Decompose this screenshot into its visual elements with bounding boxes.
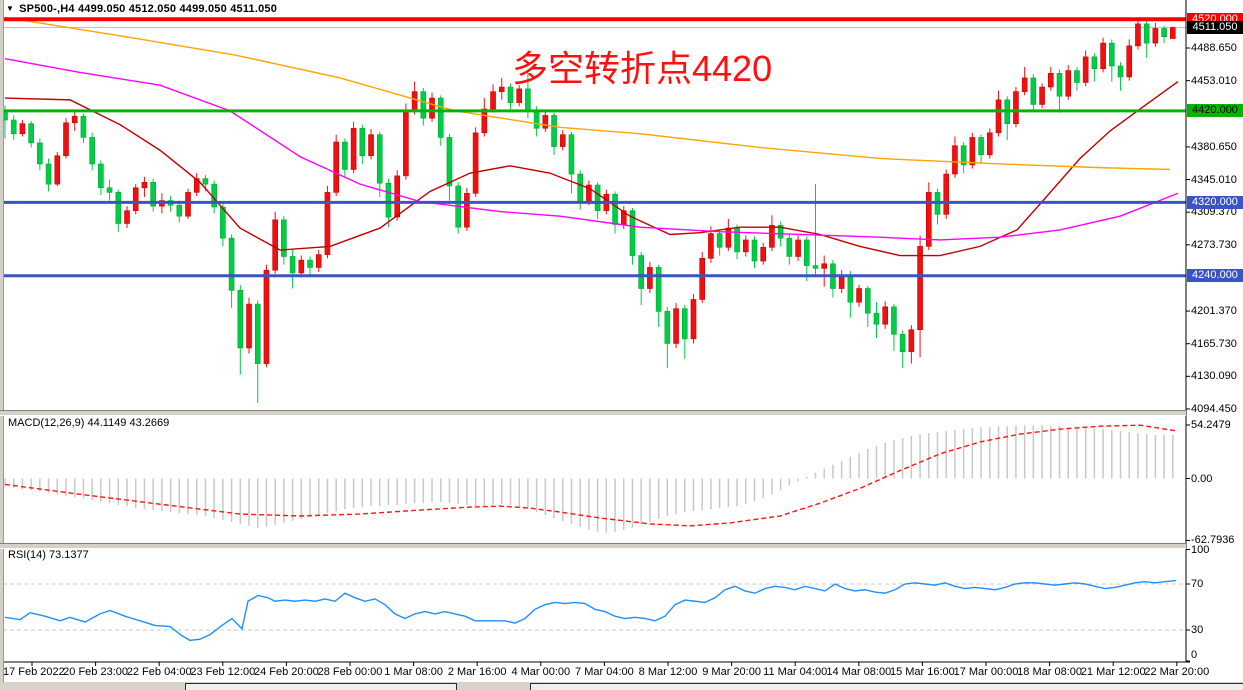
rsi-tick-label: 70 xyxy=(1191,578,1204,590)
ma-mid-magenta xyxy=(4,57,1179,241)
price-tick-label: 4273.730 xyxy=(1191,238,1237,251)
price-tick-label: 4201.370 xyxy=(1191,305,1237,318)
horizontal-levels xyxy=(0,17,1186,278)
time-tick-label: 14 Mar 08:00 xyxy=(826,666,892,678)
rsi-tick-label: 30 xyxy=(1191,624,1204,636)
panel-separator-macd[interactable] xyxy=(0,410,1186,416)
chart-title: SP500-,H4 4499.050 4512.050 4499.050 451… xyxy=(19,3,278,15)
price-tick-label: 4309.370 xyxy=(1191,206,1237,219)
time-tick-label: 9 Mar 20:00 xyxy=(702,666,761,678)
price-tick-label: 4130.090 xyxy=(1191,370,1237,383)
time-tick-label: 28 Feb 00:00 xyxy=(317,666,383,678)
time-tick-label: 11 Mar 04:00 xyxy=(763,666,828,678)
price-tick-label: 4380.650 xyxy=(1191,140,1237,153)
axis-frame xyxy=(0,0,1190,666)
price-level-badge: 4320.000 xyxy=(1187,195,1243,209)
rsi-levels xyxy=(3,583,1186,631)
macd-indicator-label: MACD(12,26,9) 44.1149 43.2669 xyxy=(8,417,170,429)
symbol-dropdown-icon[interactable]: ▼ xyxy=(6,4,15,13)
price-level-badge: 4420.000 xyxy=(1187,104,1243,118)
time-tick-label: 22 Mar 20:00 xyxy=(1144,666,1210,678)
price-tick-label: 4488.650 xyxy=(1191,42,1237,54)
time-tick-label: 17 Mar 00:00 xyxy=(953,666,1019,678)
chart-annotation-text[interactable]: 多空转折点4420 xyxy=(512,48,773,89)
window-edge-segment xyxy=(185,683,457,690)
price-level-badge: 4240.000 xyxy=(1187,269,1243,283)
rsi-tick-label: 0 xyxy=(1191,649,1198,661)
time-tick-label: 8 Mar 12:00 xyxy=(638,666,698,678)
macd-signal-line xyxy=(4,424,1179,527)
time-tick-label: 20 Feb 23:00 xyxy=(63,666,129,678)
macd-tick-label: 0.00 xyxy=(1191,472,1213,485)
macd-tick-label: 54.2479 xyxy=(1191,418,1231,431)
time-tick-label: 7 Mar 04:00 xyxy=(575,666,634,678)
time-tick-label: 22 Feb 04:00 xyxy=(126,666,192,678)
time-tick-label: 23 Feb 12:00 xyxy=(190,666,256,678)
macd-tick-label: -62.7936 xyxy=(1191,534,1235,547)
time-tick-label: 17 Feb 2022 xyxy=(3,666,65,678)
price-tick-label: 4345.010 xyxy=(1191,173,1237,186)
price-level-badge: 4511.050 xyxy=(1187,20,1243,34)
macd-histogram xyxy=(4,425,1174,533)
rsi-line xyxy=(4,579,1177,642)
price-tick-label: 4094.450 xyxy=(1191,402,1237,415)
time-tick-label: 4 Mar 00:00 xyxy=(511,666,571,678)
price-tick-label: 4165.730 xyxy=(1191,337,1237,350)
time-tick-label: 2 Mar 16:00 xyxy=(447,666,507,678)
window-bottom-strip xyxy=(0,682,1243,690)
time-tick-label: 21 Mar 12:00 xyxy=(1080,666,1146,678)
time-tick-label: 15 Mar 16:00 xyxy=(889,666,955,678)
window-edge-segment xyxy=(530,683,1243,690)
rsi-indicator-label: RSI(14) 73.1377 xyxy=(8,549,89,561)
ma-fast-red xyxy=(4,80,1179,257)
ma-slow-orange xyxy=(4,16,1171,171)
time-tick-label: 24 Feb 20:00 xyxy=(253,666,319,678)
panel-separator-rsi[interactable] xyxy=(0,543,1186,549)
price-tick-label: 4453.010 xyxy=(1191,74,1237,87)
window-left-edge xyxy=(0,0,4,682)
chart-header: ▼ SP500-,H4 4499.050 4512.050 4499.050 4… xyxy=(6,3,277,15)
time-tick-label: 18 Mar 08:00 xyxy=(1017,666,1083,678)
rsi-tick-label: 100 xyxy=(1191,543,1210,556)
time-tick-label: 1 Mar 08:00 xyxy=(384,666,443,678)
